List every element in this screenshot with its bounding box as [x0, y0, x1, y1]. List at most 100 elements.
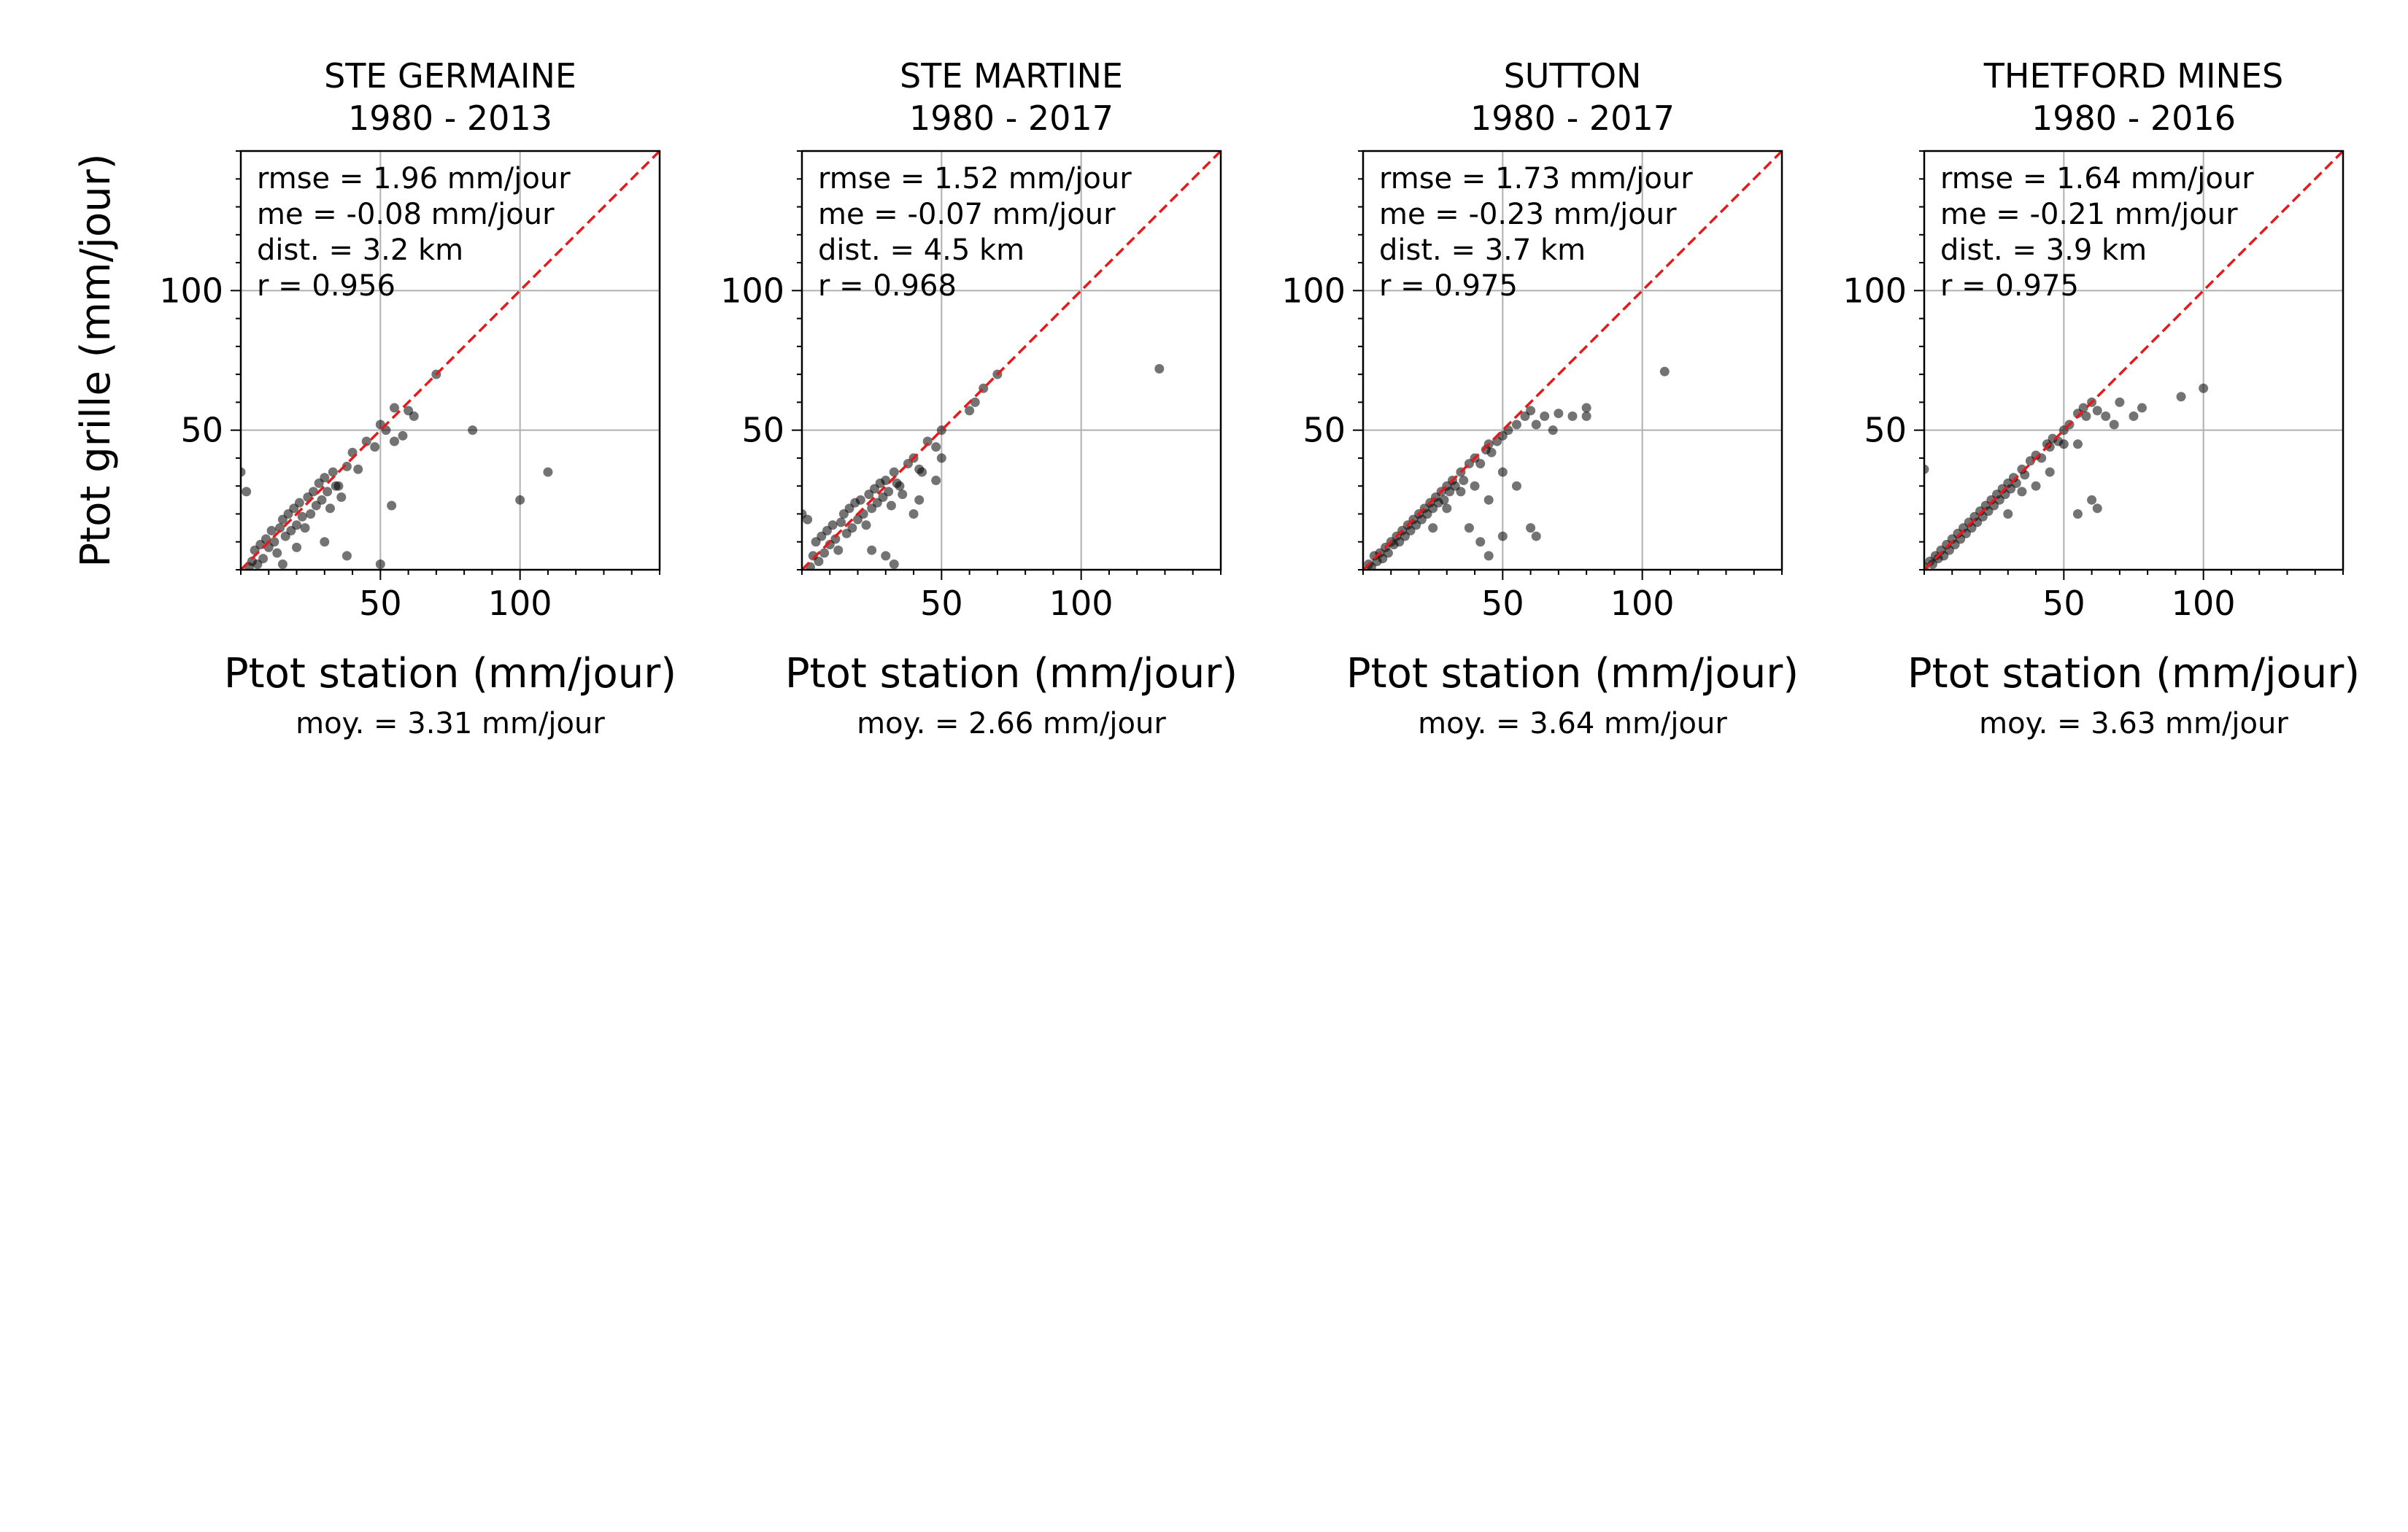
- scatter-point: [867, 545, 877, 555]
- scatter-point: [515, 495, 525, 505]
- mean-label: moy. = 3.64 mm/jour: [1418, 707, 1727, 740]
- scatter-point: [2176, 392, 2186, 402]
- x-axis-label: Ptot station (mm/jour): [1907, 650, 2360, 697]
- scatter-point: [2003, 508, 2013, 519]
- y-tick-label: 50: [180, 411, 223, 450]
- scatter-point: [914, 495, 925, 505]
- scatter-point: [2045, 467, 2055, 477]
- stat-me: me = -0.23 mm/jour: [1379, 198, 1677, 231]
- scatter-point: [297, 511, 307, 522]
- scatter-point: [2101, 411, 2111, 422]
- scatter-point: [2017, 487, 2027, 497]
- scatter-point: [803, 514, 813, 525]
- scatter-point: [1531, 419, 1541, 430]
- stat-me: me = -0.21 mm/jour: [1940, 198, 2238, 231]
- diagonal-line: [1923, 150, 2345, 571]
- scatter-point: [1659, 366, 1670, 376]
- axes-frame: [800, 150, 1222, 571]
- stat-dist: dist. = 4.5 km: [818, 233, 1024, 267]
- scatter-point: [389, 436, 399, 446]
- scatter-point: [931, 476, 941, 486]
- scatter-point: [1531, 531, 1541, 541]
- scatter-point: [2092, 406, 2102, 416]
- scatter-point: [1497, 467, 1508, 477]
- ticks: 50 100 50 100: [1281, 150, 1783, 623]
- y-tick-label: 100: [720, 271, 784, 310]
- axes-border: [800, 150, 1222, 571]
- panel-ste-germaine: STE GERMAINE 1980 - 2013 50 100 50 100 rmse…: [159, 56, 676, 740]
- stat-r: r = 0.956: [257, 269, 395, 303]
- scatter-point: [2109, 419, 2119, 430]
- scatter-point: [2129, 411, 2139, 422]
- stat-rmse: rmse = 1.96 mm/jour: [257, 162, 571, 196]
- figure-ylabel: Ptot grille (mm/jour): [72, 153, 120, 567]
- scatter-point: [833, 545, 844, 555]
- scatter-point: [341, 551, 352, 561]
- scatter-point: [2199, 383, 2209, 393]
- one-to-one-line: [800, 150, 1222, 571]
- scatter-point: [908, 508, 919, 519]
- scatter-point: [468, 425, 478, 436]
- scatter-point: [353, 464, 363, 474]
- scatter-point: [881, 551, 891, 561]
- stat-r: r = 0.975: [1379, 269, 1518, 303]
- scatter-point: [272, 548, 282, 558]
- panel-title: SUTTON: [1504, 56, 1642, 96]
- x-tick-label: 50: [2042, 584, 2085, 623]
- scatter-point: [931, 442, 941, 452]
- mean-label: moy. = 2.66 mm/jour: [857, 707, 1166, 740]
- scatter-point: [836, 517, 846, 527]
- scatter-point: [1567, 411, 1578, 422]
- x-tick-label: 100: [1049, 584, 1114, 623]
- mean-label: moy. = 3.63 mm/jour: [1979, 707, 2288, 740]
- scatter-point: [2058, 439, 2069, 449]
- panel-subtitle: 1980 - 2016: [2031, 98, 2236, 138]
- scatter-point: [861, 520, 871, 530]
- y-tick-label: 50: [1864, 411, 1907, 450]
- scatter-point: [341, 461, 352, 471]
- scatter-point: [922, 436, 933, 446]
- panel-thetford-mines: THETFORD MINES 1980 - 2016 50 100 50 100 rm…: [1842, 56, 2360, 740]
- scatter-point: [1459, 476, 1469, 486]
- axes-border: [1362, 150, 1783, 571]
- stat-me: me = -0.08 mm/jour: [257, 198, 555, 231]
- scatter-point: [1475, 537, 1486, 547]
- scatter-point: [1383, 548, 1393, 558]
- scatter-points: [1924, 383, 2209, 570]
- scatter-point: [1526, 406, 1536, 416]
- scatter-point: [409, 411, 419, 422]
- panel-sutton: SUTTON 1980 - 2017 50 100 50 100 rmse = 1.7…: [1281, 56, 1799, 740]
- scatter-point: [277, 559, 288, 569]
- scatter-point: [269, 537, 279, 547]
- axes-frame: [239, 150, 661, 571]
- scatter-point: [1428, 523, 1438, 533]
- y-tick-label: 50: [1303, 411, 1346, 450]
- diagonal-line: [1362, 150, 1783, 571]
- x-tick-label: 50: [920, 584, 963, 623]
- scatter-point: [370, 442, 380, 452]
- scatter-point: [323, 487, 333, 497]
- panel-subtitle: 1980 - 2017: [1470, 98, 1675, 138]
- stat-dist: dist. = 3.9 km: [1940, 233, 2147, 267]
- scatter-point: [1483, 495, 1494, 505]
- axes-frame: [1923, 150, 2345, 571]
- scatter-point: [543, 467, 553, 477]
- scatter-point: [855, 495, 865, 505]
- stat-dist: dist. = 3.7 km: [1379, 233, 1586, 267]
- scatter-point: [1442, 503, 1452, 514]
- scatter-point: [1464, 523, 1474, 533]
- panel-subtitle: 1980 - 2017: [909, 98, 1114, 138]
- scatter-point: [1456, 487, 1466, 497]
- scatter-point: [1581, 411, 1591, 422]
- ticks: 50 100 50 100: [159, 150, 660, 623]
- x-axis-label: Ptot station (mm/jour): [1346, 650, 1799, 697]
- scatter-point: [2092, 503, 2102, 514]
- stat-r: r = 0.968: [818, 269, 957, 303]
- scatter-point: [827, 520, 838, 530]
- scatter-point: [847, 523, 857, 533]
- one-to-one-line: [239, 150, 661, 571]
- scatter-points: [1364, 366, 1670, 570]
- scatter-point: [308, 487, 318, 497]
- panel-title: STE MARTINE: [900, 56, 1123, 96]
